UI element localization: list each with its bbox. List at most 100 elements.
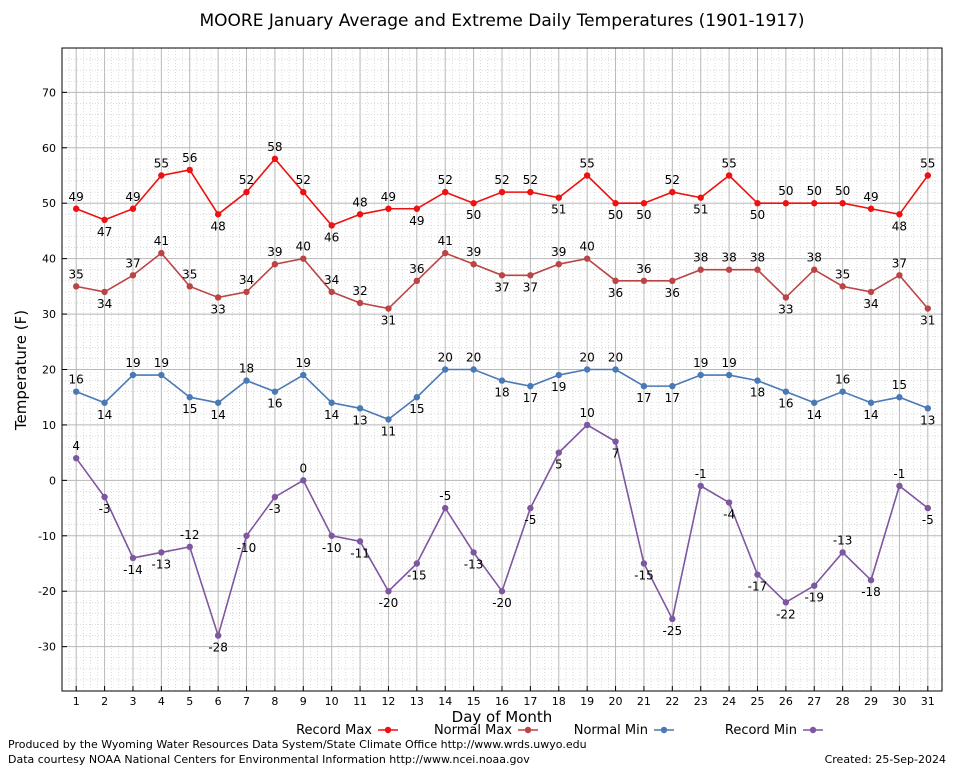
data-label: 20 [608, 351, 623, 365]
data-point [328, 222, 335, 229]
data-label: 31 [920, 314, 935, 328]
x-tick-label: 21 [637, 695, 651, 708]
data-point [583, 366, 591, 373]
data-point [924, 305, 932, 312]
data-label: -4 [723, 508, 735, 522]
data-label: -19 [804, 591, 824, 605]
data-label: -20 [379, 596, 399, 610]
data-label: 19 [721, 356, 736, 370]
data-point [612, 200, 619, 207]
data-point [811, 582, 818, 589]
data-point [470, 200, 477, 207]
data-label: 17 [636, 391, 651, 405]
data-point [413, 205, 421, 212]
data-label: 58 [267, 140, 282, 154]
data-point [470, 260, 477, 268]
data-point [555, 449, 562, 456]
y-tick-label: 50 [42, 197, 56, 210]
data-label: -5 [524, 513, 536, 527]
y-tick-label: 20 [42, 364, 56, 377]
data-point [186, 394, 193, 401]
data-point [754, 266, 761, 273]
data-label: 15 [892, 378, 907, 392]
data-point [725, 371, 733, 379]
footer-created: Created: 25-Sep-2024 [825, 753, 946, 766]
x-tick-label: 5 [186, 695, 193, 708]
data-label: 34 [863, 297, 878, 311]
data-point [583, 255, 591, 262]
data-point [129, 205, 137, 212]
data-point [101, 288, 108, 296]
data-label: 33 [210, 302, 225, 316]
x-tick-label: 1 [73, 695, 80, 708]
data-label: -1 [695, 467, 707, 481]
data-label: 17 [523, 391, 538, 405]
x-tick-label: 31 [921, 695, 935, 708]
x-tick-label: 8 [271, 695, 278, 708]
data-point [129, 272, 137, 279]
y-tick-label: 10 [42, 419, 56, 432]
data-label: 50 [750, 208, 765, 222]
data-point [271, 260, 279, 268]
data-point [640, 200, 648, 207]
data-label: 41 [438, 234, 453, 248]
data-point [669, 188, 676, 196]
data-label: 40 [580, 240, 595, 254]
data-label: -14 [123, 563, 143, 577]
data-point [72, 283, 80, 290]
data-label: -18 [861, 585, 881, 599]
data-point [328, 532, 335, 539]
data-point [725, 266, 733, 273]
data-point [101, 399, 108, 406]
data-label: -17 [748, 580, 768, 594]
data-point [612, 277, 619, 285]
legend-entry: Normal Min [574, 723, 674, 738]
data-label: 38 [750, 251, 765, 265]
data-point [72, 454, 80, 462]
data-point [867, 576, 875, 584]
data-point [300, 371, 307, 379]
data-label: 13 [352, 413, 367, 427]
data-label: 39 [551, 245, 566, 259]
data-label: 33 [778, 302, 793, 316]
data-label: -25 [663, 624, 683, 638]
data-point [924, 504, 932, 512]
x-tick-label: 3 [129, 695, 136, 708]
data-point [243, 188, 250, 196]
data-label: -28 [208, 641, 228, 655]
x-tick-label: 18 [552, 695, 566, 708]
series-record-max: 49 47 49 55 56 48 52 58 52 46 48 49 49 52 50 52 52 51 55 50… [69, 140, 936, 245]
data-point [811, 399, 818, 406]
data-point [867, 288, 875, 296]
data-label: -13 [464, 557, 484, 571]
data-label: 18 [239, 362, 254, 376]
data-label: 52 [239, 173, 254, 187]
data-point [669, 277, 676, 285]
data-point [498, 588, 506, 595]
y-tick-label: 60 [42, 142, 56, 155]
data-label: 39 [466, 245, 481, 259]
data-point [214, 294, 222, 301]
data-point [896, 482, 903, 490]
footer-data-courtesy: Data courtesy NOAA National Centers for … [8, 753, 530, 766]
data-point [640, 382, 648, 390]
data-point [328, 399, 335, 406]
data-label: 36 [665, 286, 680, 300]
data-point [243, 532, 250, 539]
data-label: 48 [352, 195, 367, 209]
x-tick-label: 24 [722, 695, 736, 708]
data-point [158, 371, 165, 379]
data-label: 38 [693, 251, 708, 265]
data-point [186, 543, 193, 551]
data-point [356, 405, 364, 412]
data-point [896, 272, 903, 279]
data-label: 14 [807, 408, 822, 422]
x-tick-label: 27 [807, 695, 821, 708]
x-tick-label: 14 [438, 695, 452, 708]
data-point [669, 382, 676, 390]
data-label: 52 [523, 173, 538, 187]
data-label: 35 [835, 267, 850, 281]
data-point [498, 188, 506, 196]
data-label: 20 [438, 351, 453, 365]
